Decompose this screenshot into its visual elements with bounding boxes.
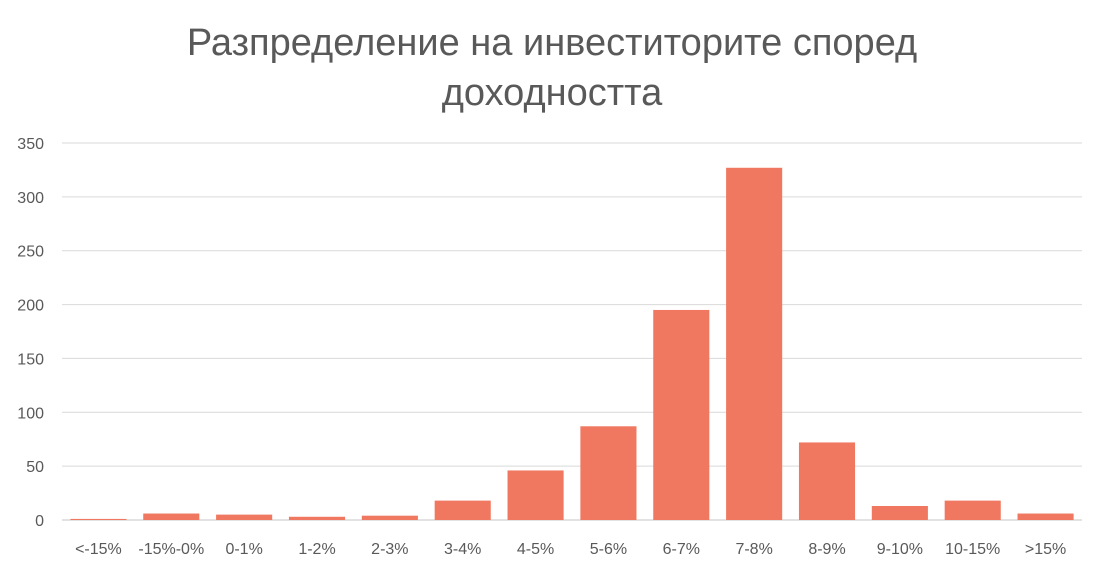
bar-1-2% — [288, 516, 346, 520]
x-tick-label: 8-9% — [808, 541, 845, 558]
y-tick-label: 150 — [17, 351, 44, 368]
x-tick-label: 2-3% — [371, 541, 408, 558]
x-tick-label: -15%-0% — [138, 541, 204, 558]
x-tick-label: 0-1% — [225, 541, 262, 558]
x-tick-label: 4-5% — [517, 541, 554, 558]
bar-9-10% — [871, 505, 928, 520]
x-tick-label: 7-8% — [735, 541, 772, 558]
bar--15%-0% — [143, 513, 200, 520]
bar-8-9% — [798, 442, 856, 520]
bar-6-7% — [653, 309, 710, 520]
y-tick-label: 300 — [17, 190, 44, 207]
bar-7-8% — [726, 167, 783, 520]
y-tick-label: 250 — [17, 244, 44, 261]
x-tick-label: 3-4% — [444, 541, 481, 558]
y-tick-label: 200 — [17, 298, 44, 315]
x-tick-label: 10-15% — [945, 541, 1000, 558]
bar-3-4% — [434, 500, 491, 520]
x-tick-label: 9-10% — [877, 541, 923, 558]
bar-10-15% — [944, 500, 1001, 520]
x-tick-label: 6-7% — [663, 541, 700, 558]
x-tick-label: 5-6% — [590, 541, 627, 558]
y-tick-label: 100 — [17, 405, 44, 422]
chart-title: Разпределение на инвеститорите според до… — [0, 18, 1104, 118]
chart-title-line-2: доходността — [441, 72, 663, 114]
bar-5-6% — [580, 426, 637, 520]
x-tick-label: >15% — [1025, 541, 1066, 558]
bar-0-1% — [216, 514, 273, 520]
bar-4-5% — [507, 470, 564, 520]
x-tick-label: 1-2% — [298, 541, 335, 558]
y-tick-label: 50 — [26, 459, 44, 476]
y-tick-label: 350 — [17, 136, 44, 153]
bar-2-3% — [361, 515, 418, 520]
x-tick-label: <-15% — [75, 541, 122, 558]
chart-title-line-1: Разпределение на инвеститорите според — [186, 22, 918, 64]
bar->15% — [1017, 513, 1074, 520]
bar-<-15% — [70, 518, 127, 520]
y-tick-label: 0 — [35, 513, 44, 530]
